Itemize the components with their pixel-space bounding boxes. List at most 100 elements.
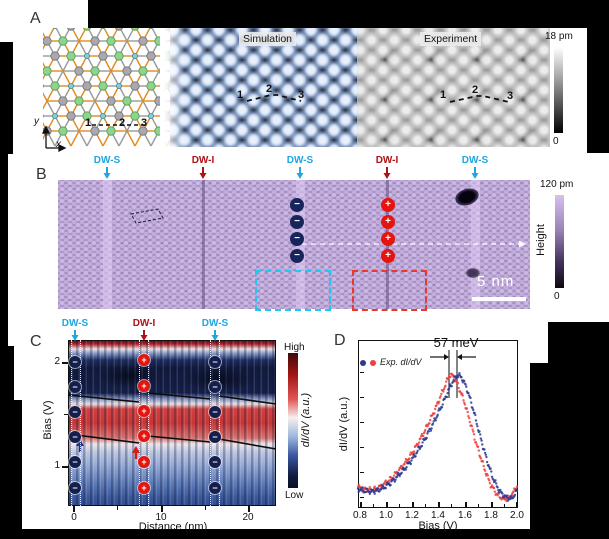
canvas-black-right-bottom-1 (548, 322, 609, 364)
plus-charge-marker: + (138, 456, 150, 468)
didv-heatmap (68, 340, 276, 506)
d-ytick (359, 497, 364, 498)
legend-text: Exp. dI/dV (380, 357, 422, 367)
d-xtick-minor (425, 504, 426, 507)
d-xaxis-label: Bias (V) (418, 520, 458, 532)
d-xtick-minor (504, 504, 505, 507)
minus-charge-marker: − (209, 431, 221, 443)
c-xtick-label-0: 0 (71, 512, 77, 523)
minus-charge-marker: − (69, 356, 81, 368)
minus-charge-marker: − (209, 381, 221, 393)
dw-dotted-band (210, 340, 220, 506)
canvas-black-left-1 (0, 42, 13, 154)
experiment-tag: Experiment (420, 32, 482, 46)
sim-site-1: 1 (237, 89, 244, 101)
canvas-black-top (88, 0, 609, 28)
model-sim-fade (160, 28, 186, 147)
c-xtick-label-10: 10 (155, 512, 167, 523)
plus-charge-marker: + (381, 249, 395, 263)
minus-charge-marker: − (209, 356, 221, 368)
d-xtick-label: 1.8 (484, 510, 498, 521)
c-xtick-minor (205, 506, 206, 510)
legend-dot-blue (360, 360, 366, 366)
canvas-black-left-4 (0, 346, 14, 400)
c-dw-s-1: DW-S (61, 318, 89, 329)
d-xtick-label: 1.6 (458, 510, 472, 521)
canvas-black-right-top (587, 0, 609, 153)
c-ytick-major (62, 466, 68, 468)
d-xtick-label: 1.2 (405, 510, 419, 521)
minus-charge-marker: − (290, 249, 304, 263)
c-yaxis-label: Bias (V) (42, 400, 54, 440)
atomic-structure-model (43, 28, 170, 147)
minus-charge-marker: − (290, 215, 304, 229)
panel-a-label: A (30, 10, 41, 27)
d-xtick-label: 2.0 (510, 510, 524, 521)
minus-charge-marker: − (209, 482, 221, 494)
colorbar-b-min: 0 (554, 291, 560, 302)
c-xaxis-label: Distance (nm) (138, 521, 208, 533)
roi-rect-red (352, 270, 427, 311)
minus-charge-marker: − (209, 456, 221, 468)
exp-site-1: 1 (440, 89, 447, 101)
canvas-black-left-5 (0, 400, 22, 539)
d-xtick-minor (373, 504, 374, 507)
d-xtick-minor (478, 504, 479, 507)
c-dw-s-2: DW-S (201, 318, 229, 329)
colorbar-b-max: 120 pm (540, 179, 574, 190)
experiment-stm-image (357, 28, 550, 147)
d-ytick (359, 447, 364, 448)
plus-charge-marker: + (138, 482, 150, 494)
plus-charge-marker: + (138, 380, 150, 392)
canvas-black-right-bottom-2 (530, 363, 609, 539)
plus-charge-marker: + (381, 198, 395, 212)
scalebar-text: 5 nm (477, 273, 515, 290)
c-xtick-minor (117, 506, 118, 510)
d-xtick (412, 502, 414, 507)
dw-dotted-band (139, 340, 149, 506)
b-dw-s-3: DW-S (461, 155, 489, 166)
colorbar-a-max: 18 pm (545, 31, 573, 42)
d-xtick (465, 502, 467, 507)
colorbar-c-high: High (284, 342, 305, 353)
b-dw-i-2: DW-I (375, 155, 399, 166)
sim-site-3: 3 (298, 89, 305, 101)
d-ytick (359, 422, 364, 423)
d-xtick-minor (451, 504, 452, 507)
d-xtick (360, 502, 362, 507)
dw-dotted-band (71, 340, 81, 506)
minus-charge-marker: − (69, 456, 81, 468)
sim-site-2: 2 (266, 83, 273, 95)
c-xtick-label-20: 20 (242, 512, 254, 523)
exp-site-2: 2 (472, 84, 479, 96)
plus-charge-marker: + (381, 232, 395, 246)
d-ytick (359, 472, 364, 473)
dw-arrows-b (103, 167, 479, 179)
c-dw-i-1: DW-I (132, 318, 156, 329)
colorbar-b-axis-label: Height (535, 224, 547, 256)
axis-y-label: y (34, 116, 39, 127)
d-xtick (516, 502, 518, 507)
b-dw-i-1: DW-I (191, 155, 215, 166)
d-ytick (359, 397, 364, 398)
peak-separation-annotation: 57 meV (433, 335, 479, 350)
c-ytick-major (62, 362, 68, 364)
colorbar-c-axis-label: dI/dV (a.u.) (300, 392, 312, 448)
scalebar-line (472, 297, 526, 301)
c-xtick-major (73, 506, 75, 512)
axis-x-label: x (56, 139, 61, 150)
colorbar-a-min: 0 (553, 136, 559, 147)
colorbar-c (288, 353, 298, 488)
minus-charge-marker: − (290, 198, 304, 212)
d-ytick (359, 372, 364, 373)
colorbar-c-low: Low (285, 490, 304, 501)
d-xtick-minor (399, 504, 400, 507)
minus-charge-marker: − (69, 482, 81, 494)
model-site-3: 3 (141, 117, 148, 129)
simulation-tag: Simulation (239, 32, 297, 46)
canvas-black-bottom (0, 529, 609, 539)
d-xtick-label: 0.8 (353, 510, 367, 521)
d-xtick (438, 502, 440, 507)
panel-d-label: D (334, 332, 346, 349)
